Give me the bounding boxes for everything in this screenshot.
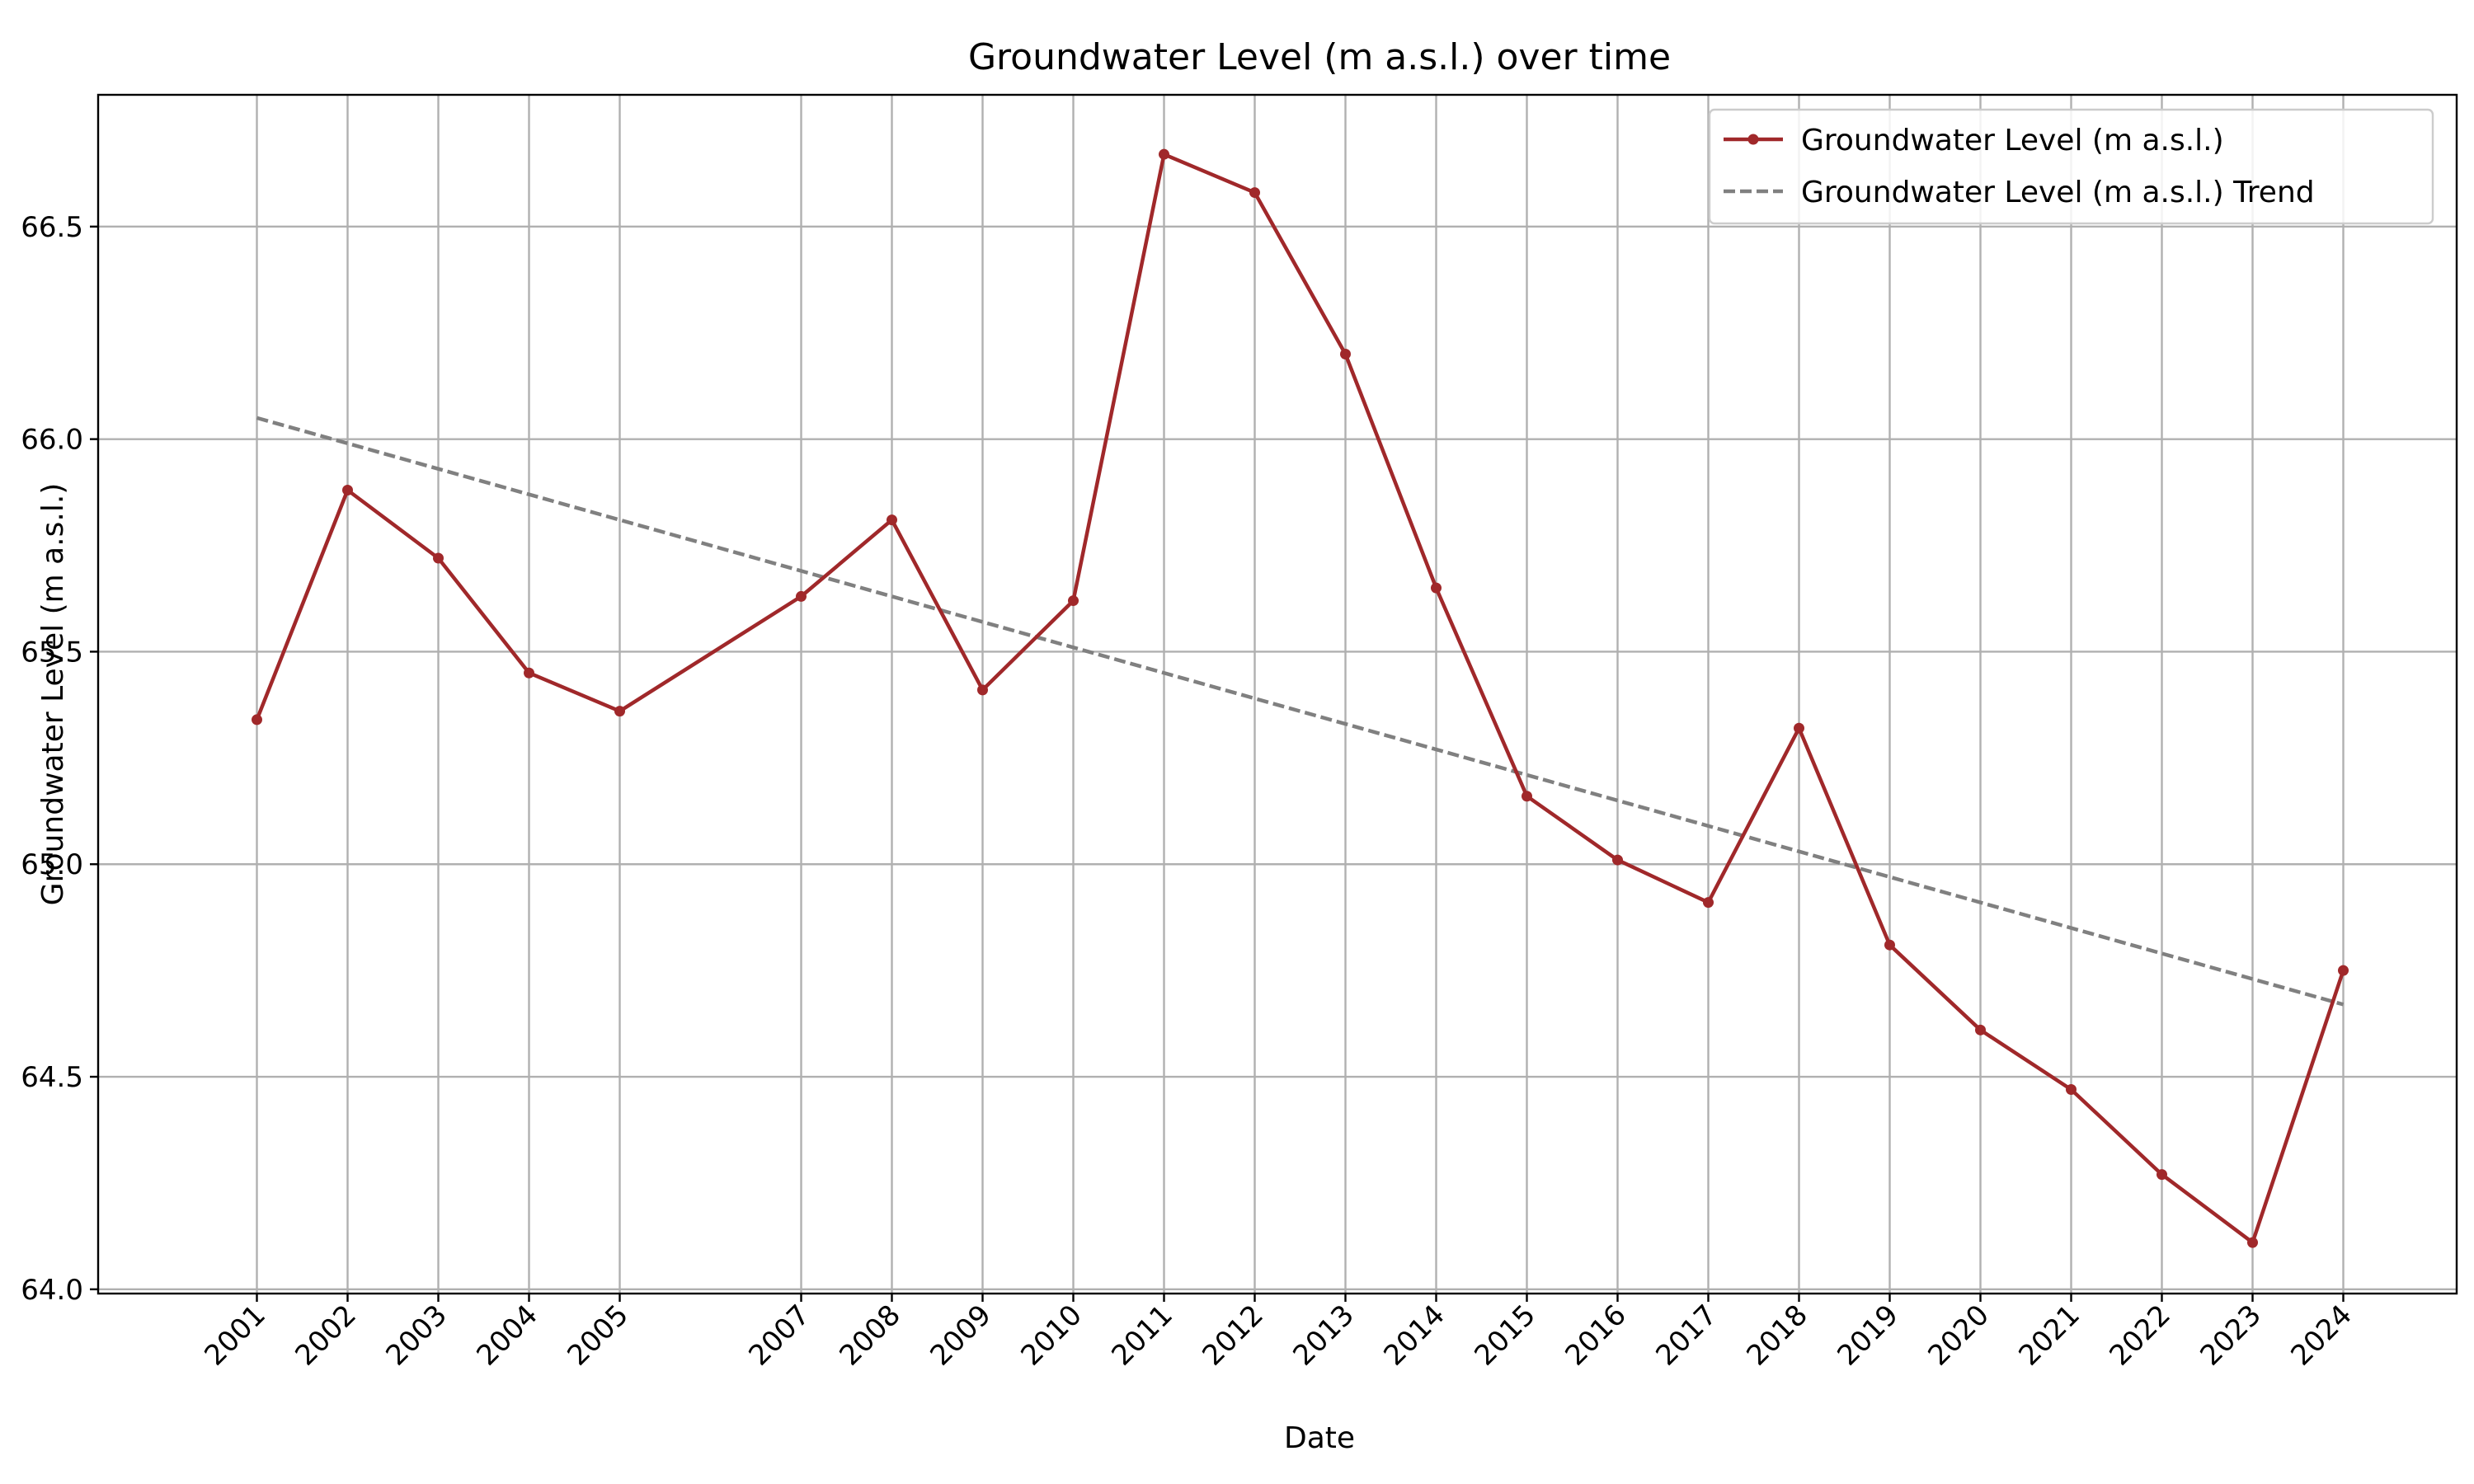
data-point [1884,939,1895,951]
data-point [342,485,353,496]
data-point [1612,854,1623,866]
data-point [524,667,534,679]
data-point [433,552,444,564]
y-tick-label: 65.5 [21,636,83,669]
y-tick-label: 65.0 [21,848,83,881]
data-point [887,514,897,526]
data-point [1975,1024,1986,1036]
data-point [1431,582,1442,594]
data-point [977,684,988,696]
legend-label-groundwater-level: Groundwater Level (m a.s.l.) [1801,124,2224,157]
y-axis-ticks: 64.0 64.5 65.0 65.5 66.0 66.5 [21,211,98,1307]
data-point [2338,965,2349,976]
data-point [1068,595,1079,607]
data-point [2247,1237,2258,1248]
series-layer [252,148,2349,1248]
y-tick-label: 64.5 [21,1061,83,1094]
legend-marker-groundwater-level [1747,134,1759,145]
data-point [1340,349,1351,360]
trend-layer [256,416,2345,1007]
legend-label-trend: Groundwater Level (m a.s.l.) Trend [1801,176,2315,209]
x-axis-label: Date [1284,1421,1355,1455]
data-point [1159,148,1169,160]
trend-line [256,416,2345,1007]
data-point [2157,1169,2167,1181]
y-tick-label: 66.0 [21,424,83,457]
data-point [1703,897,1714,909]
data-point [1794,722,1804,734]
plot-frame [96,93,2458,1295]
data-point [1249,187,1260,199]
y-tick-label: 64.0 [21,1274,83,1307]
legend: Groundwater Level (m a.s.l.) Groundwater… [1708,108,2434,225]
chart-title: Groundwater Level (m a.s.l.) over time [968,36,1671,78]
data-point [614,706,625,717]
legend-box [1708,108,2434,225]
data-point [252,714,262,726]
y-axis-label: Groundwater Level (m a.s.l.) [36,483,70,906]
data-point [796,590,807,602]
y-tick-label: 66.5 [21,211,83,244]
data-point [2066,1084,2077,1096]
data-point [1522,791,1532,802]
